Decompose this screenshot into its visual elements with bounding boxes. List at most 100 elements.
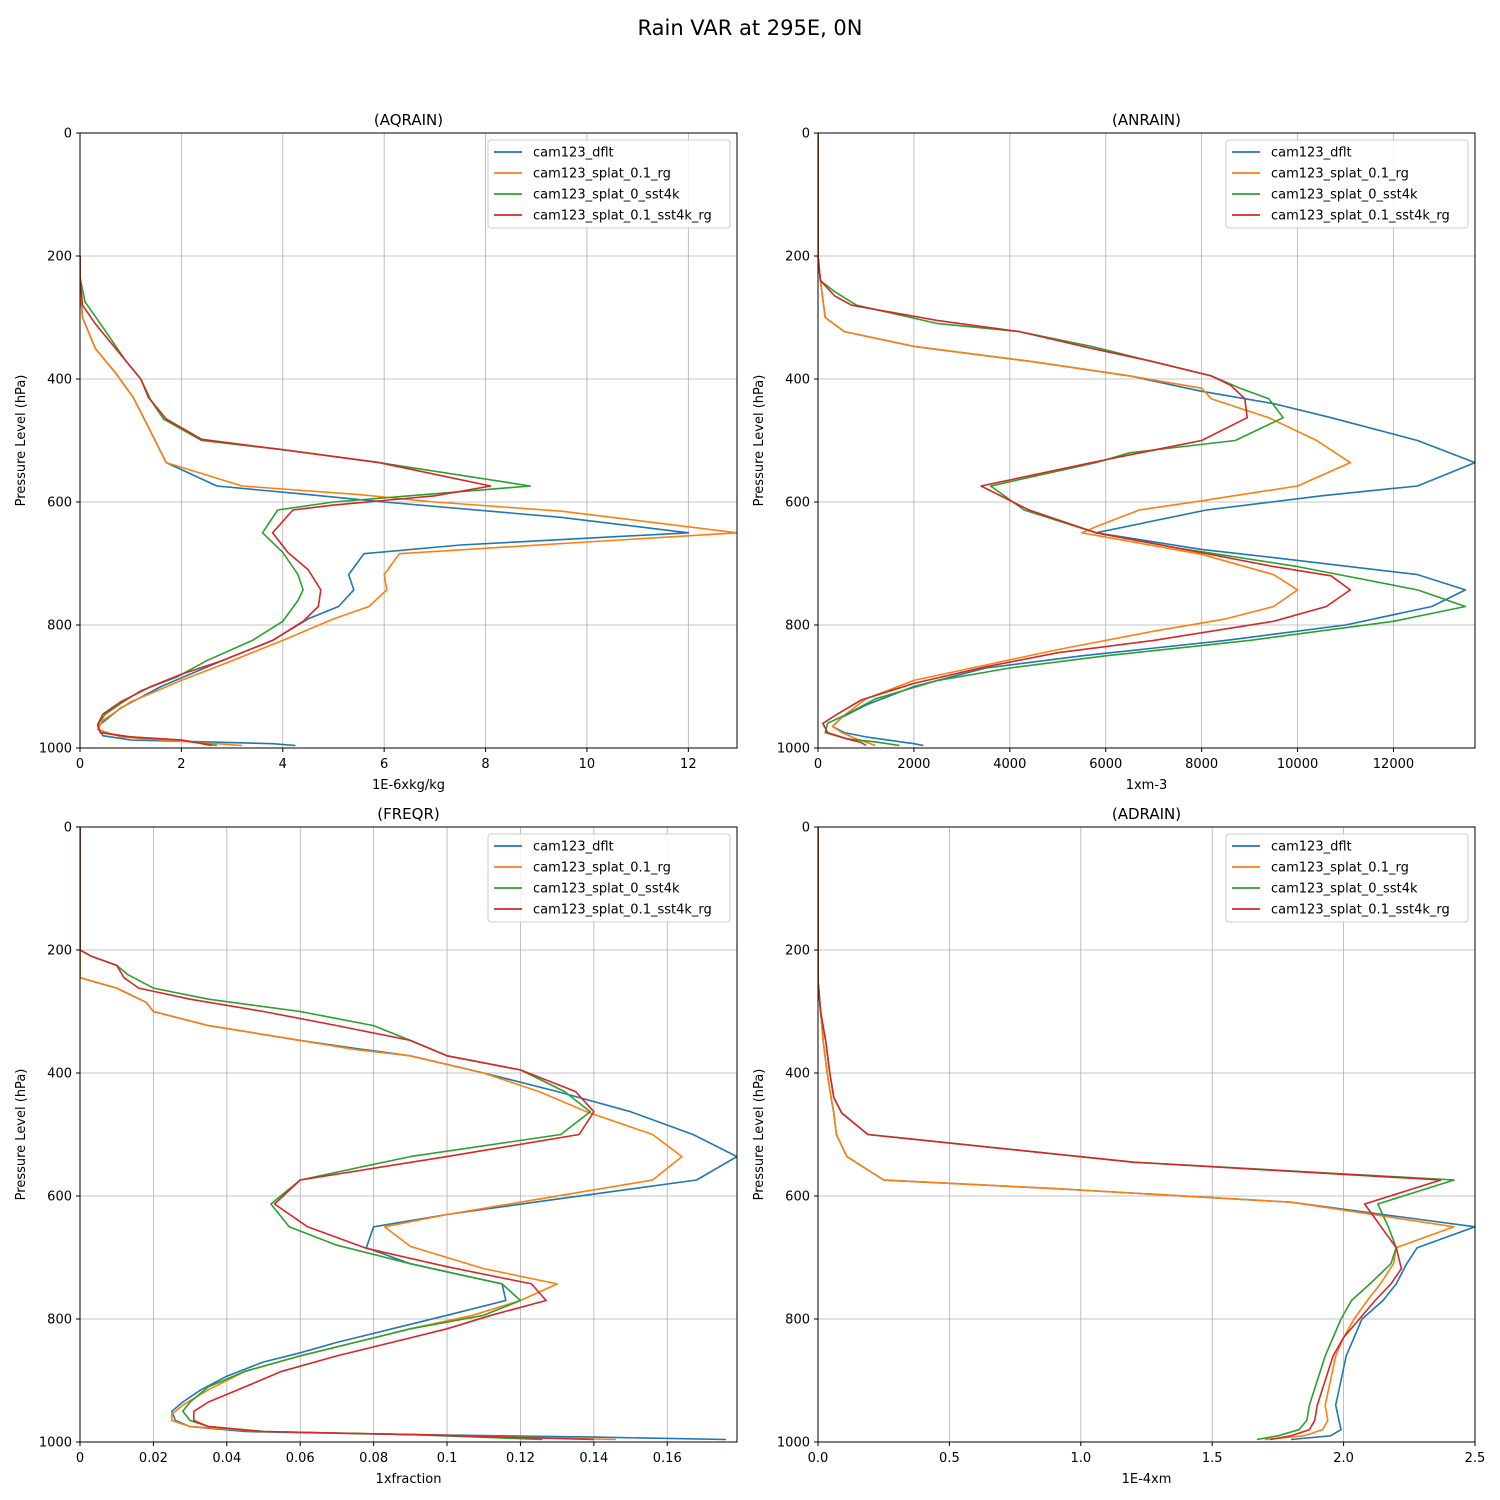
- chart-panel-3: 0 0.02 0.04 0.06 0.08 0.1 0.12 0.14 0.16 0 200 400 6…: [14, 805, 738, 1487]
- series-line-cam123_splat_0.1_sst4k_rg: [818, 827, 1442, 1441]
- legend-entry-label: cam123_dflt: [1271, 840, 1352, 855]
- x-tick-label: 1.5: [1202, 1451, 1223, 1466]
- x-tick-label: 4: [279, 757, 287, 772]
- y-axis-label: Pressure Level (hPa): [752, 1069, 767, 1201]
- legend-entry-label: cam123_splat_0.1_sst4k_rg: [1271, 209, 1450, 224]
- x-tick-label: 8000: [1185, 757, 1218, 772]
- x-tick-label: 8: [481, 757, 489, 772]
- x-axis-label: 1xfraction: [376, 1472, 442, 1487]
- x-axis-label: 1xm-3: [1126, 778, 1168, 793]
- panel-title: (ADRAIN): [1112, 805, 1181, 823]
- y-tick-label: 0: [64, 127, 72, 142]
- legend-entry-label: cam123_splat_0_sst4k: [533, 188, 680, 203]
- chart-panel-1: 0 2 4 6 8 10 12 0 200 400 600 800 1000 (AQRAIN) 1E-6xk…: [14, 111, 738, 793]
- y-tick-label: 1000: [39, 1436, 72, 1451]
- legend-entry-label: cam123_splat_0.1_rg: [533, 167, 671, 182]
- y-axis-label: Pressure Level (hPa): [752, 375, 767, 507]
- y-tick-label: 200: [785, 944, 810, 959]
- x-axis-label: 1E-4xm: [1122, 1472, 1172, 1487]
- legend-entry-label: cam123_splat_0.1_rg: [1271, 167, 1409, 182]
- x-tick-label: 1.0: [1070, 1451, 1091, 1466]
- x-tick-label: 0.02: [139, 1451, 168, 1466]
- plot-frame: [817, 132, 1476, 749]
- panel-title: (FREQR): [377, 805, 439, 823]
- legend: cam123_dflt cam123_splat_0.1_rg cam123_spl…: [1225, 833, 1469, 923]
- x-tick-label: 0: [814, 757, 822, 772]
- x-tick-label: 0.06: [286, 1451, 315, 1466]
- legend-entry-label: cam123_splat_0_sst4k: [1271, 882, 1418, 897]
- x-axis-label: 1E-6xkg/kg: [372, 778, 445, 793]
- x-tick-label: 0.5: [939, 1451, 960, 1466]
- series-line-cam123_splat_0.1_rg: [818, 827, 1455, 1441]
- y-tick-label: 800: [47, 1313, 72, 1328]
- series-line-cam123_splat_0.1_rg: [818, 133, 1352, 747]
- legend: cam123_dflt cam123_splat_0.1_rg cam123_spl…: [1225, 139, 1469, 229]
- y-tick-label: 600: [785, 1190, 810, 1205]
- legend-box: [1225, 833, 1469, 923]
- legend-box: [1225, 139, 1469, 229]
- x-tick-label: 0.1: [437, 1451, 458, 1466]
- y-tick-label: 800: [785, 1313, 810, 1328]
- figure-title: Rain VAR at 295E, 0N: [637, 16, 863, 40]
- panel-title: (ANRAIN): [1112, 111, 1181, 129]
- x-tick-label: 0.16: [653, 1451, 682, 1466]
- x-tick-label: 6: [380, 757, 388, 772]
- y-tick-label: 600: [785, 496, 810, 511]
- x-tick-label: 0.0: [808, 1451, 829, 1466]
- y-tick-label: 600: [47, 496, 72, 511]
- series-line-cam123_splat_0.1_rg: [80, 827, 683, 1441]
- legend: cam123_dflt cam123_splat_0.1_rg cam123_spl…: [487, 139, 731, 229]
- x-tick-label: 10000: [1277, 757, 1318, 772]
- x-tick-label: 12: [680, 757, 697, 772]
- series-line-cam123_splat_0_sst4k: [80, 827, 591, 1441]
- series-line-cam123_splat_0.1_rg: [80, 256, 737, 747]
- x-tick-label: 4000: [993, 757, 1026, 772]
- x-tick-label: 2.0: [1333, 1451, 1354, 1466]
- x-tick-label: 0.08: [359, 1451, 388, 1466]
- y-axis-label: Pressure Level (hPa): [14, 375, 29, 507]
- legend-entry-label: cam123_dflt: [533, 146, 614, 161]
- y-tick-label: 800: [47, 619, 72, 634]
- x-tick-label: 2: [177, 757, 185, 772]
- series-line-cam123_splat_0.1_sst4k_rg: [80, 256, 492, 747]
- y-tick-label: 400: [47, 373, 72, 388]
- legend-entry-label: cam123_splat_0.1_sst4k_rg: [1271, 903, 1450, 918]
- y-tick-label: 200: [47, 944, 72, 959]
- x-tick-label: 0.04: [212, 1451, 241, 1466]
- legend-box: [487, 833, 731, 923]
- plot-frame: [79, 132, 738, 749]
- y-tick-label: 200: [785, 250, 810, 265]
- x-tick-label: 10: [579, 757, 596, 772]
- x-tick-label: 0.14: [579, 1451, 608, 1466]
- x-tick-label: 6000: [1089, 757, 1122, 772]
- series-line-cam123_splat_0.1_sst4k_rg: [80, 827, 595, 1441]
- y-tick-label: 0: [802, 821, 810, 836]
- y-tick-label: 200: [47, 250, 72, 265]
- legend-entry-label: cam123_splat_0.1_sst4k_rg: [533, 209, 712, 224]
- legend-entry-label: cam123_dflt: [533, 840, 614, 855]
- y-tick-label: 400: [785, 1067, 810, 1082]
- y-tick-label: 800: [785, 619, 810, 634]
- legend-box: [487, 139, 731, 229]
- y-tick-label: 0: [802, 127, 810, 142]
- plot-frame: [79, 826, 738, 1443]
- series-line-cam123_splat_0_sst4k: [818, 133, 1467, 747]
- legend-entry-label: cam123_dflt: [1271, 146, 1352, 161]
- legend-entry-label: cam123_splat_0.1_sst4k_rg: [533, 903, 712, 918]
- plot-frame: [817, 826, 1476, 1443]
- legend-entry-label: cam123_splat_0_sst4k: [1271, 188, 1418, 203]
- x-tick-label: 0: [76, 757, 84, 772]
- y-tick-label: 400: [785, 373, 810, 388]
- x-tick-label: 0.12: [506, 1451, 535, 1466]
- legend-entry-label: cam123_splat_0.1_rg: [533, 861, 671, 876]
- y-tick-label: 0: [64, 821, 72, 836]
- series-line-cam123_splat_0_sst4k: [80, 256, 531, 747]
- x-tick-label: 2000: [897, 757, 930, 772]
- x-tick-label: 12000: [1373, 757, 1414, 772]
- x-tick-label: 2.5: [1465, 1451, 1486, 1466]
- legend-entry-label: cam123_splat_0.1_rg: [1271, 861, 1409, 876]
- series-line-cam123_splat_0.1_sst4k_rg: [818, 133, 1352, 747]
- y-tick-label: 400: [47, 1067, 72, 1082]
- y-tick-label: 1000: [777, 742, 810, 757]
